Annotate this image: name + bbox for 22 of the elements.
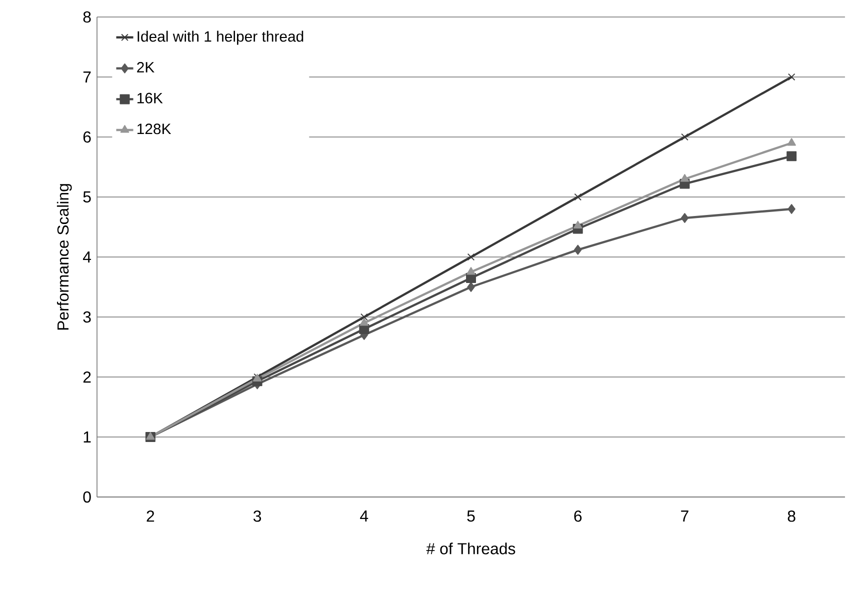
x-tick-label: 2 bbox=[146, 510, 154, 522]
y-tick-label: 2 bbox=[83, 371, 91, 383]
legend-label: 16K bbox=[137, 92, 163, 104]
y-axis-title: Performance Scaling bbox=[56, 184, 72, 330]
x-tick-label: 5 bbox=[467, 510, 475, 522]
x-axis-title: # of Threads bbox=[426, 542, 516, 554]
y-tick-label: 3 bbox=[83, 311, 91, 323]
y-tick-label: 8 bbox=[83, 11, 91, 23]
y-tick-label: 5 bbox=[83, 191, 91, 203]
x-tick-label: 8 bbox=[788, 510, 796, 522]
y-tick-label: 7 bbox=[83, 72, 91, 82]
y-tick-label: 0 bbox=[83, 491, 91, 503]
y-tick-label: 6 bbox=[83, 131, 91, 143]
x-tick-label: 6 bbox=[574, 510, 582, 522]
y-tick-label: 4 bbox=[82, 252, 92, 262]
x-tick-label: 3 bbox=[253, 510, 262, 522]
legend-label: Ideal with 1 helper thread bbox=[138, 30, 304, 45]
y-tick-label: 1 bbox=[84, 432, 91, 442]
x-tick-label: 7 bbox=[681, 510, 688, 522]
legend-label: 128K bbox=[137, 124, 172, 134]
legend-label: 2K bbox=[137, 62, 154, 72]
x-tick-label: 4 bbox=[360, 510, 368, 522]
